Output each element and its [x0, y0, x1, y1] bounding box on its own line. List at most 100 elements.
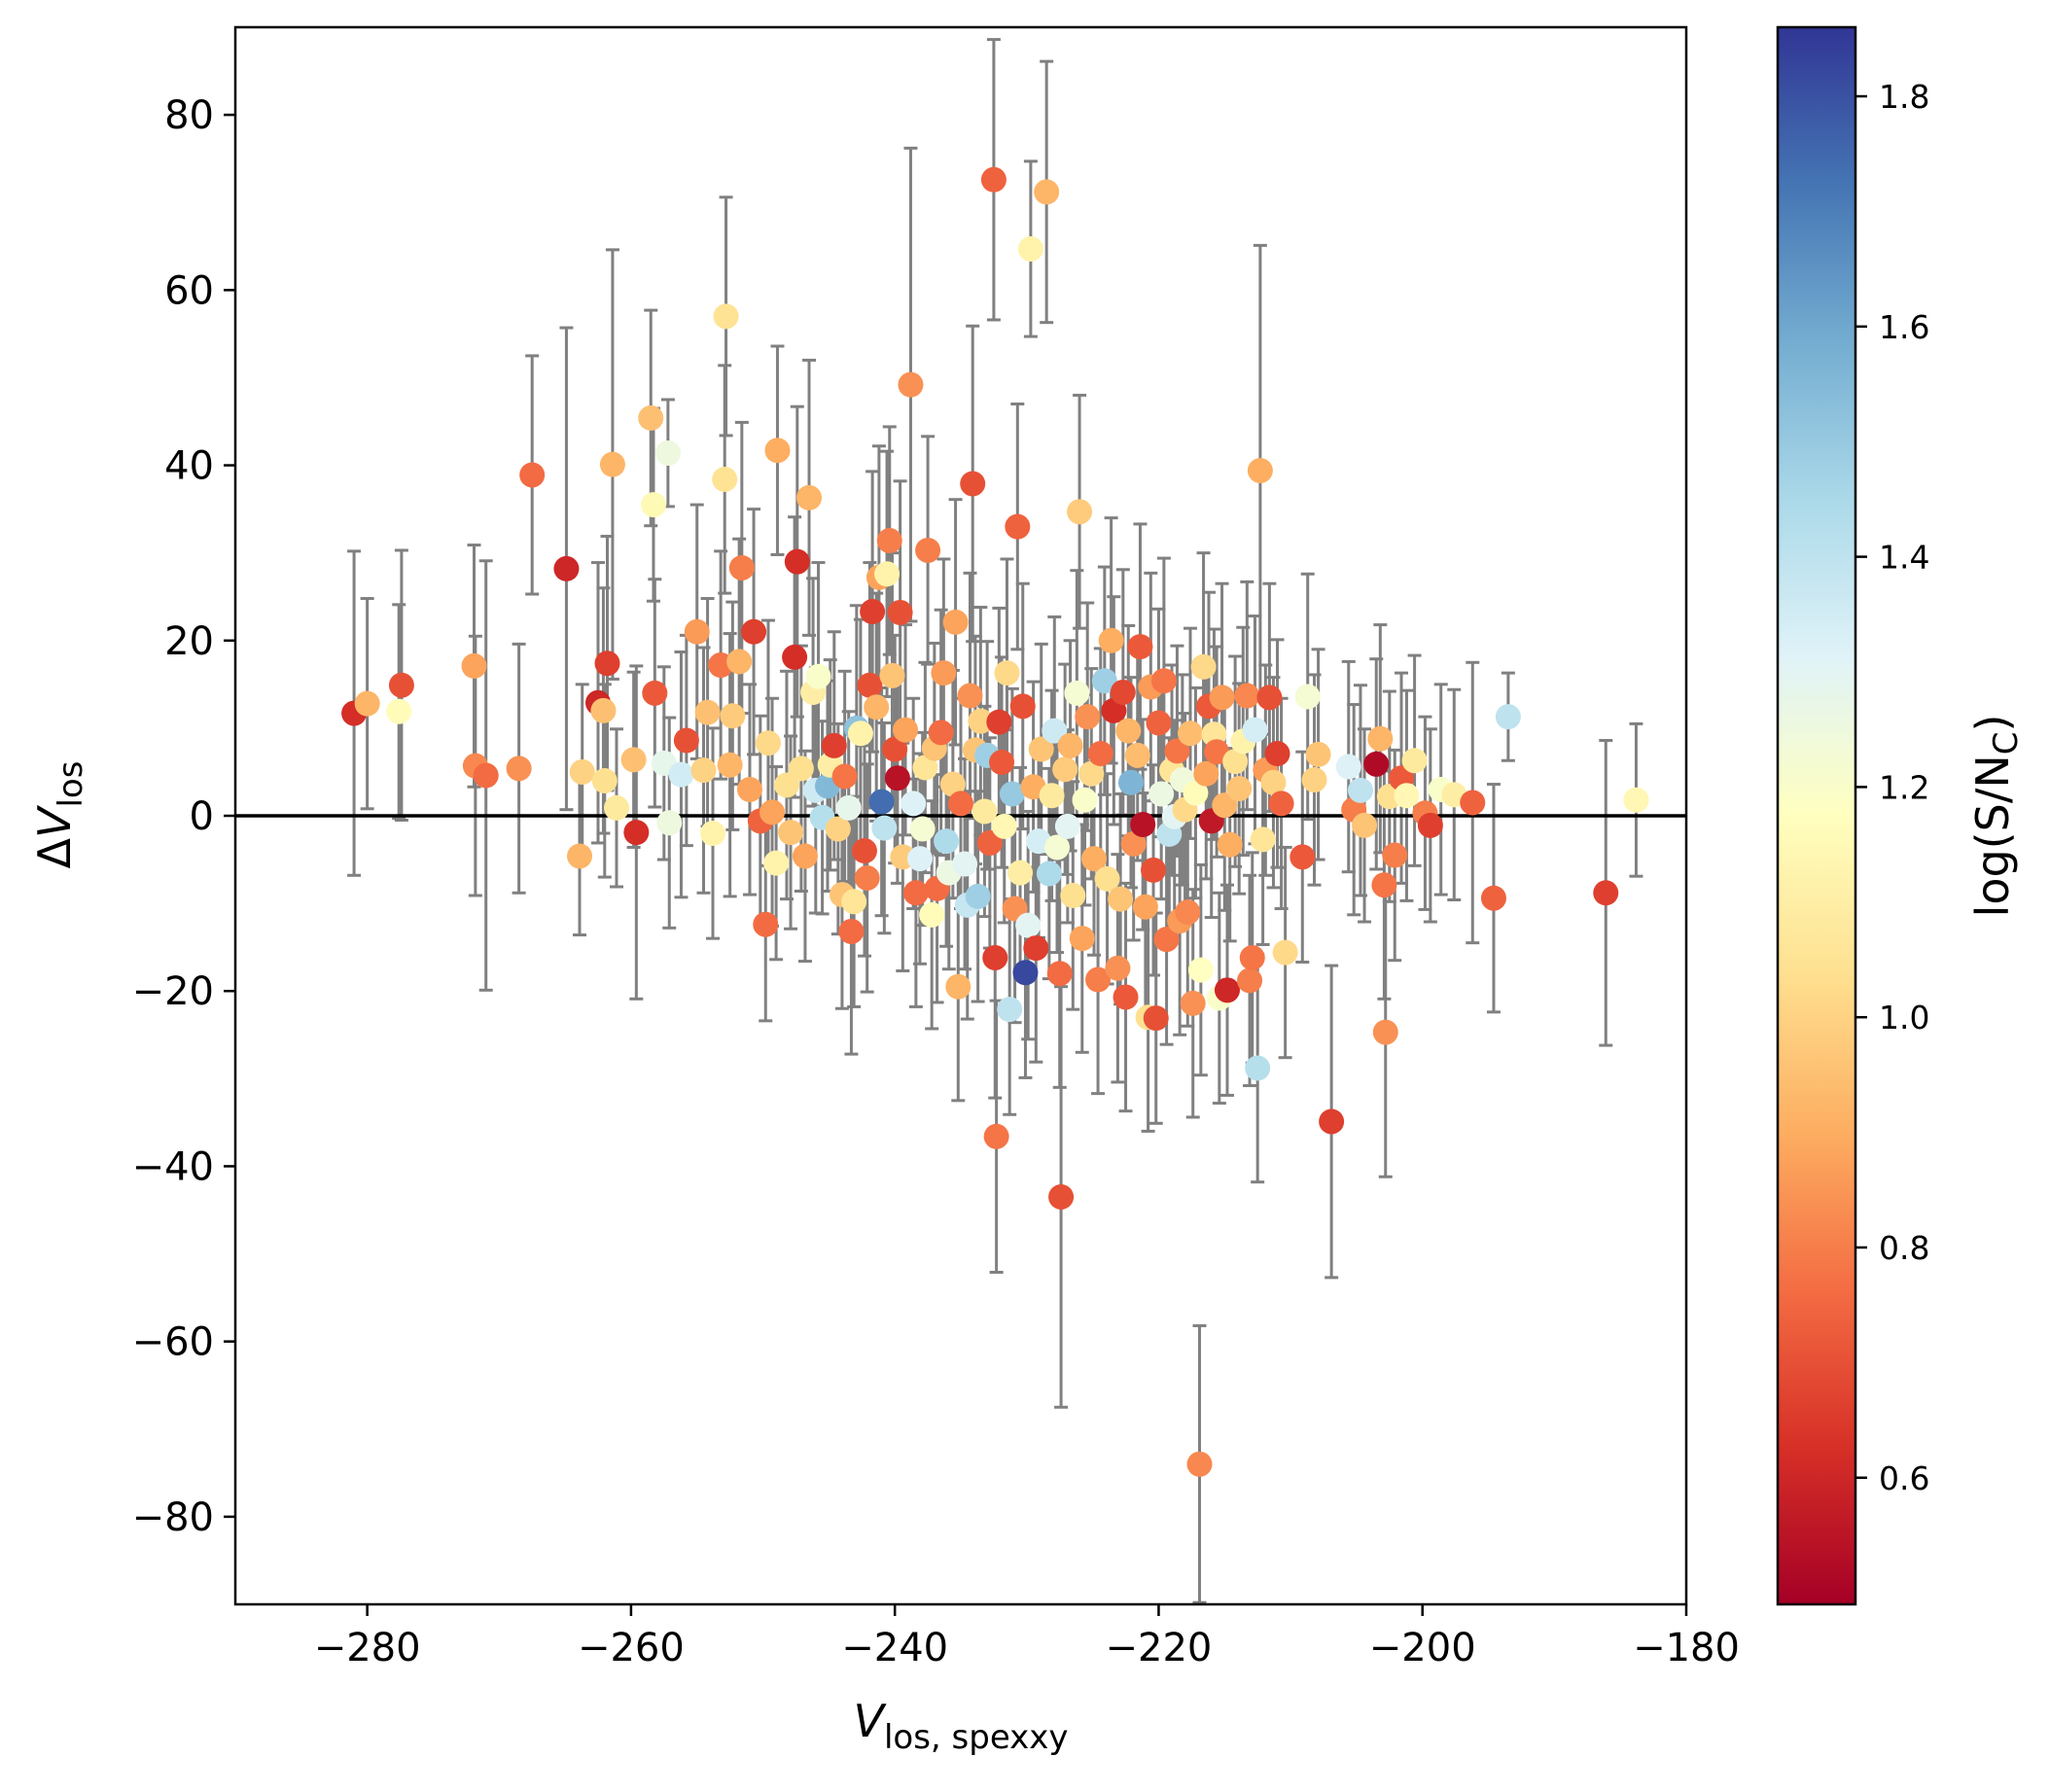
- data-point: [999, 781, 1025, 807]
- data-point: [1075, 704, 1101, 730]
- data-point: [1164, 738, 1190, 764]
- colorbar-axis: 0.6 0.8 1.0 1.2 1.4 1.6 1.8: [1855, 78, 1929, 1497]
- data-point: [841, 889, 867, 915]
- data-point: [1242, 717, 1268, 743]
- data-point: [1009, 693, 1036, 720]
- data-point: [1015, 912, 1042, 938]
- data-point: [1127, 634, 1153, 660]
- data-point: [1237, 967, 1263, 994]
- colorbar: [1776, 25, 1857, 1606]
- data-point: [620, 747, 647, 773]
- data-point: [1305, 741, 1331, 767]
- colorbar-tick-label: 1.0: [1879, 999, 1929, 1037]
- data-point: [567, 843, 593, 869]
- data-point: [1150, 668, 1177, 694]
- y-tick-label: −60: [132, 1320, 214, 1365]
- x-tick-label: −180: [1633, 1626, 1740, 1670]
- data-point: [1052, 756, 1078, 783]
- data-point: [700, 821, 726, 847]
- x-axis-title: Vlos, spexxy: [853, 1695, 1068, 1757]
- data-point: [1105, 955, 1131, 981]
- data-point: [1078, 760, 1105, 787]
- colorbar-tick-label: 1.6: [1879, 308, 1929, 346]
- y-tick-label: 80: [164, 93, 214, 138]
- data-point: [1190, 653, 1217, 680]
- data-point: [1023, 935, 1049, 962]
- data-point: [1256, 685, 1283, 711]
- data-point: [821, 732, 847, 758]
- data-point: [1382, 842, 1408, 868]
- data-point: [1017, 235, 1043, 262]
- data-point: [1067, 499, 1093, 525]
- colorbar-tick-label: 0.6: [1879, 1459, 1929, 1497]
- colorbar-tick-label: 1.4: [1879, 539, 1929, 577]
- data-point: [879, 662, 905, 688]
- data-point: [1289, 844, 1316, 870]
- data-point: [860, 599, 886, 625]
- data-point: [931, 660, 957, 686]
- data-point: [928, 720, 954, 746]
- data-point: [782, 644, 808, 670]
- data-point: [784, 548, 810, 575]
- data-point: [690, 757, 717, 784]
- y-tick-label: 20: [164, 619, 214, 664]
- data-point: [838, 918, 865, 944]
- colorbar-tick-label: 1.8: [1879, 78, 1929, 116]
- data-point: [1401, 748, 1428, 774]
- data-point: [942, 609, 969, 635]
- data-point: [991, 813, 1017, 839]
- data-point: [354, 690, 380, 717]
- data-point: [882, 736, 908, 762]
- data-point: [1110, 679, 1136, 705]
- data-point: [792, 843, 818, 869]
- data-point: [1260, 769, 1287, 795]
- data-point: [1005, 513, 1031, 540]
- data-point: [1039, 783, 1065, 809]
- data-point: [1042, 718, 1068, 744]
- data-point: [796, 484, 823, 510]
- y-tick-label: 60: [164, 268, 214, 313]
- data-point: [1153, 927, 1180, 953]
- data-point: [982, 944, 1008, 970]
- data-point: [909, 816, 936, 842]
- data-point: [1372, 1019, 1398, 1045]
- data-point: [717, 752, 743, 778]
- data-point: [915, 537, 941, 563]
- x-tick-label: −280: [314, 1626, 421, 1670]
- data-point: [893, 717, 919, 743]
- data-point: [1363, 751, 1390, 777]
- data-point: [668, 761, 694, 788]
- data-point: [654, 439, 681, 466]
- data-point: [945, 973, 972, 1000]
- data-point: [720, 703, 746, 729]
- data-point: [1054, 813, 1080, 839]
- data-point: [1117, 769, 1144, 795]
- data-point: [388, 672, 414, 698]
- data-point: [1064, 680, 1090, 706]
- data-point: [1319, 1108, 1345, 1135]
- data-point: [997, 997, 1023, 1023]
- data-point: [1294, 684, 1321, 710]
- data-point: [1012, 960, 1039, 986]
- data-point: [1183, 780, 1209, 806]
- data-point: [871, 815, 898, 841]
- data-point: [1214, 977, 1240, 1003]
- data-point: [854, 864, 880, 891]
- data-point: [1148, 781, 1175, 807]
- data-point: [1036, 861, 1062, 887]
- data-point: [656, 810, 683, 836]
- data-point: [906, 846, 933, 872]
- data-point: [506, 755, 532, 782]
- data-point: [835, 794, 862, 821]
- data-point: [1272, 939, 1298, 966]
- data-point: [778, 820, 804, 846]
- data-point: [884, 765, 910, 791]
- data-point: [876, 528, 902, 554]
- data-point: [553, 555, 580, 581]
- data-point: [1222, 749, 1249, 775]
- data-point: [1141, 857, 1167, 883]
- data-point: [741, 618, 767, 645]
- data-point: [972, 798, 998, 825]
- data-point: [1057, 732, 1083, 758]
- data-point: [760, 799, 786, 826]
